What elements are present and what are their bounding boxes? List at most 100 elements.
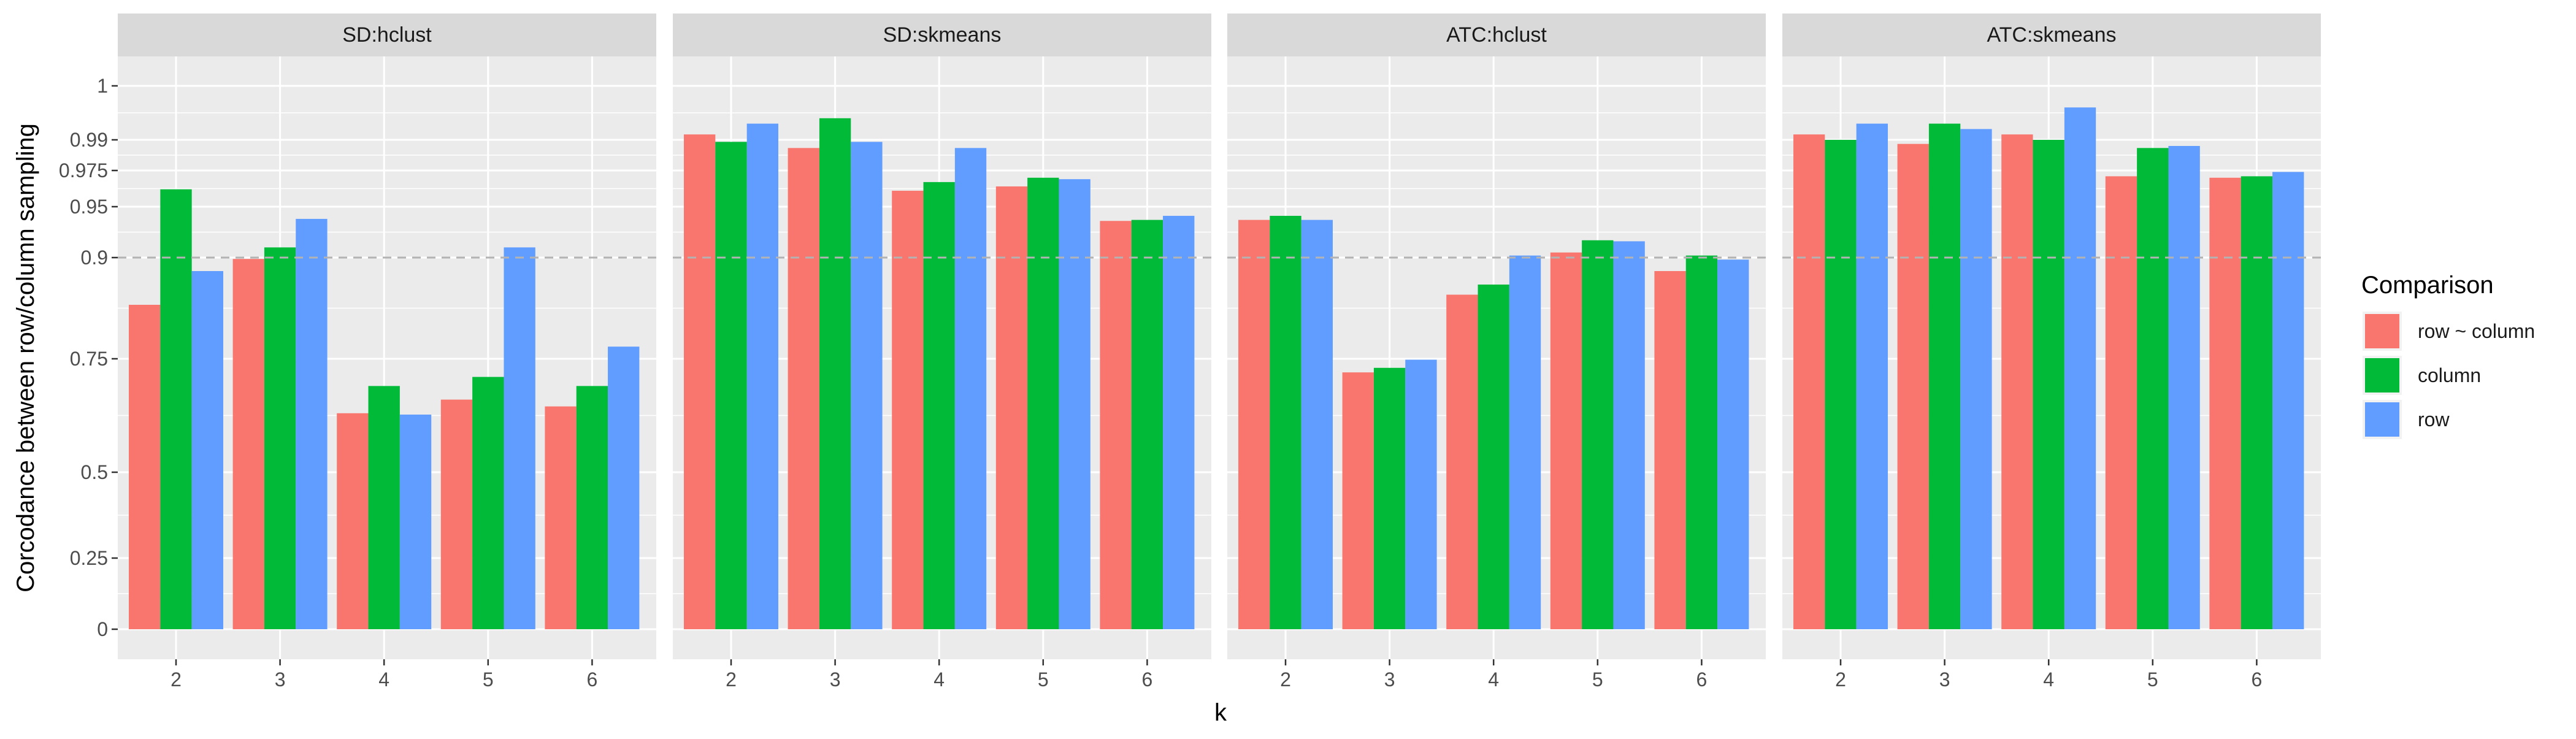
y-tick-label: 0.25: [70, 547, 108, 569]
x-tick-label: 6: [1696, 668, 1708, 691]
bar: [995, 186, 1028, 630]
y-tick-label: 0.99: [70, 129, 108, 151]
bar: [954, 148, 987, 630]
x-tick-label: 3: [1384, 668, 1395, 691]
bar: [1059, 179, 1091, 629]
x-tick-label: 2: [171, 668, 182, 691]
bar: [1509, 255, 1541, 629]
bar: [296, 218, 328, 629]
bar: [2168, 146, 2200, 629]
facet-strip: [1782, 13, 2321, 56]
bar: [684, 134, 716, 629]
bar: [1856, 123, 1888, 630]
x-tick-label: 6: [1142, 668, 1153, 691]
bar: [1100, 221, 1132, 629]
bar: [923, 182, 955, 629]
bar: [472, 377, 504, 629]
facet-title: SD:hclust: [342, 23, 432, 47]
legend-label: row ~ column: [2418, 320, 2535, 342]
bar: [1550, 252, 1582, 629]
x-tick-label: 3: [275, 668, 286, 691]
x-tick-label: 6: [587, 668, 598, 691]
bar: [129, 305, 161, 629]
y-tick-label: 1: [97, 75, 108, 97]
y-tick-label: 0.9: [81, 247, 108, 269]
x-tick-label: 6: [2252, 668, 2263, 691]
legend-swatch: [2365, 358, 2399, 392]
bar: [892, 191, 924, 629]
bar: [232, 259, 264, 629]
legend-label: column: [2418, 364, 2481, 386]
bar: [545, 406, 577, 629]
bar: [2033, 140, 2064, 629]
bar: [2105, 176, 2137, 629]
x-tick-label: 5: [1038, 668, 1049, 691]
x-tick-label: 5: [1592, 668, 1603, 691]
bar: [819, 118, 851, 630]
bar: [576, 386, 608, 629]
facet-strip: [673, 13, 1211, 56]
bar: [399, 415, 432, 629]
bar: [1685, 255, 1718, 629]
bar: [1613, 241, 1645, 629]
bar: [191, 271, 223, 629]
bar: [440, 399, 473, 629]
x-tick-label: 4: [933, 668, 945, 691]
bar: [608, 347, 640, 629]
bar: [1582, 240, 1614, 629]
x-tick-label: 2: [726, 668, 737, 691]
bar: [160, 189, 192, 629]
x-tick-label: 5: [483, 668, 494, 691]
x-tick-label: 3: [1939, 668, 1950, 691]
bar: [264, 247, 296, 629]
legend-label: row: [2418, 408, 2450, 431]
bar: [504, 247, 535, 629]
facet-title: ATC:hclust: [1446, 23, 1547, 47]
facet-title: ATC:skmeans: [1987, 23, 2117, 47]
x-tick-label: 4: [1488, 668, 1499, 691]
x-tick-label: 4: [378, 668, 389, 691]
bar: [2272, 172, 2304, 629]
bar: [2064, 107, 2096, 629]
facet-strip: [1227, 13, 1766, 56]
y-tick-label: 0.95: [70, 196, 108, 218]
x-tick-label: 5: [2147, 668, 2158, 691]
bar: [2137, 148, 2169, 630]
y-tick-label: 0.975: [59, 159, 108, 182]
bar: [1478, 285, 1509, 629]
legend-swatch: [2365, 314, 2399, 348]
bar: [1163, 215, 1195, 629]
bar: [1825, 140, 1857, 629]
bar: [746, 123, 778, 630]
bar: [1027, 177, 1059, 629]
bar: [1897, 144, 1929, 629]
x-axis-title: k: [1214, 699, 1227, 726]
x-tick-label: 3: [830, 668, 841, 691]
bar: [337, 413, 369, 629]
y-tick-label: 0.5: [81, 461, 108, 483]
bar: [1270, 215, 1301, 629]
bar: [1131, 220, 1163, 630]
facet-strip: [118, 13, 656, 56]
bar: [1301, 220, 1333, 630]
bar: [1342, 372, 1374, 629]
bar: [851, 142, 883, 630]
y-tick-label: 0: [97, 618, 108, 640]
facet-title: SD:skmeans: [883, 23, 1002, 47]
x-tick-label: 4: [2043, 668, 2054, 691]
bar: [1793, 134, 1825, 629]
bar: [2209, 177, 2241, 629]
bar: [2241, 176, 2273, 629]
bar: [1654, 271, 1686, 629]
x-tick-label: 2: [1835, 668, 1846, 691]
y-tick-label: 0.75: [70, 348, 108, 370]
bar: [788, 148, 819, 630]
bar: [715, 142, 747, 630]
y-axis-title: Corcodance between row/column sampling: [12, 123, 39, 592]
bar: [368, 386, 400, 629]
bar: [1446, 294, 1478, 629]
bar: [1717, 259, 1749, 629]
bar: [2001, 134, 2033, 629]
bar: [1373, 367, 1406, 629]
